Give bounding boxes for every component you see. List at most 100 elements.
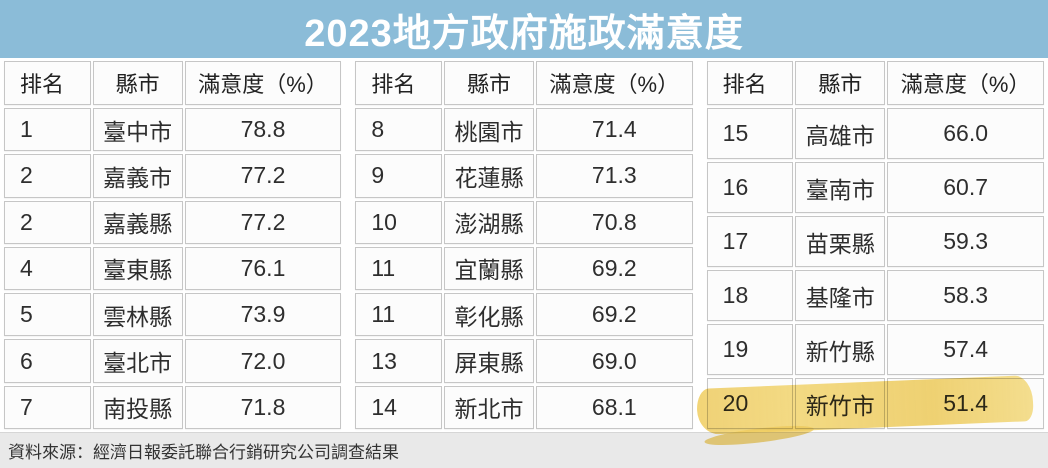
rank-cell: 15	[706, 108, 794, 159]
title-bar: 2023地方政府施政滿意度	[0, 0, 1048, 58]
city-cell: 臺北市	[92, 339, 183, 383]
header-row: 排名 縣市 滿意度（%）	[4, 61, 342, 105]
col-header-rank: 排名	[706, 61, 794, 105]
score-cell: 78.8	[184, 108, 342, 152]
table-row: 19 新竹縣 57.4	[706, 324, 1044, 375]
table-row: 11 宜蘭縣 69.2	[355, 246, 693, 291]
table-row-highlighted: 20 新竹市 51.4	[706, 378, 1044, 429]
score-cell: 70.8	[535, 200, 693, 244]
rank-cell: 8	[355, 108, 442, 152]
city-cell: 花蓮縣	[443, 154, 534, 198]
score-cell: 72.0	[184, 339, 342, 383]
city-cell: 新北市	[443, 385, 534, 429]
col-header-score: 滿意度（%）	[184, 61, 342, 105]
city-cell: 彰化縣	[443, 293, 534, 337]
score-cell: 73.9	[184, 293, 342, 337]
table-row: 11 彰化縣 69.2	[355, 293, 693, 337]
col-header-city: 縣市	[92, 61, 183, 105]
table-row: 8 桃園市 71.4	[355, 108, 693, 152]
col-header-score: 滿意度（%）	[535, 61, 693, 105]
score-cell: 68.1	[535, 385, 693, 429]
table-row: 2 嘉義縣 77.2	[4, 200, 342, 244]
city-cell: 苗栗縣	[795, 216, 886, 267]
city-cell: 桃園市	[443, 108, 534, 152]
col-header-city: 縣市	[443, 61, 534, 105]
table-row: 15 高雄市 66.0	[706, 108, 1044, 159]
table-row: 4 臺東縣 76.1	[4, 246, 342, 291]
score-cell: 59.3	[887, 216, 1044, 267]
rank-cell: 18	[706, 270, 794, 321]
table-row: 13 屏東縣 69.0	[355, 339, 693, 383]
city-cell: 宜蘭縣	[443, 246, 534, 291]
ranking-table-group-3: 排名 縣市 滿意度（%） 15 高雄市 66.0 16 臺南市 60.7 17	[695, 58, 1046, 436]
rank-cell: 16	[706, 162, 794, 213]
score-cell: 60.7	[887, 162, 1044, 213]
source-bar: 資料來源：經濟日報委託聯合行銷研究公司調查結果	[0, 432, 1048, 468]
score-cell: 69.0	[535, 339, 693, 383]
table-row: 7 南投縣 71.8	[4, 385, 342, 429]
rank-cell: 9	[355, 154, 442, 198]
city-cell: 新竹縣	[795, 324, 886, 375]
rank-cell: 14	[355, 385, 442, 429]
rank-cell: 2	[4, 154, 91, 198]
table-row: 6 臺北市 72.0	[4, 339, 342, 383]
score-cell: 58.3	[887, 270, 1044, 321]
rank-cell: 7	[4, 385, 91, 429]
score-cell: 77.2	[184, 200, 342, 244]
ranking-table-2: 排名 縣市 滿意度（%） 8 桃園市 71.4 9 花蓮縣 71.3 10	[353, 58, 694, 432]
city-cell: 屏東縣	[443, 339, 534, 383]
table-row: 18 基隆市 58.3	[706, 270, 1044, 321]
city-cell: 臺中市	[92, 108, 183, 152]
rank-cell: 6	[4, 339, 91, 383]
col-header-city: 縣市	[795, 61, 886, 105]
rank-cell: 19	[706, 324, 794, 375]
table-row: 14 新北市 68.1	[355, 385, 693, 429]
score-cell: 51.4	[887, 378, 1044, 429]
rank-cell: 1	[4, 108, 91, 152]
city-cell: 澎湖縣	[443, 200, 534, 244]
city-cell: 臺南市	[795, 162, 886, 213]
table-row: 2 嘉義市 77.2	[4, 154, 342, 198]
city-cell: 雲林縣	[92, 293, 183, 337]
score-cell: 69.2	[535, 293, 693, 337]
score-cell: 71.8	[184, 385, 342, 429]
rank-cell: 4	[4, 246, 91, 291]
header-row: 排名 縣市 滿意度（%）	[355, 61, 693, 105]
score-cell: 57.4	[887, 324, 1044, 375]
city-cell: 南投縣	[92, 385, 183, 429]
rank-cell: 2	[4, 200, 91, 244]
source-note: 資料來源：經濟日報委託聯合行銷研究公司調查結果	[8, 443, 399, 462]
table-row: 5 雲林縣 73.9	[4, 293, 342, 337]
col-header-rank: 排名	[355, 61, 442, 105]
score-cell: 71.4	[535, 108, 693, 152]
table-row: 10 澎湖縣 70.8	[355, 200, 693, 244]
score-cell: 77.2	[184, 154, 342, 198]
ranking-table-group-2: 排名 縣市 滿意度（%） 8 桃園市 71.4 9 花蓮縣 71.3 10	[353, 58, 694, 432]
rank-cell: 13	[355, 339, 442, 383]
ranking-table-3: 排名 縣市 滿意度（%） 15 高雄市 66.0 16 臺南市 60.7 17	[705, 58, 1046, 432]
city-cell: 高雄市	[795, 108, 886, 159]
city-cell: 新竹市	[795, 378, 886, 429]
table-row: 1 臺中市 78.8	[4, 108, 342, 152]
city-cell: 嘉義縣	[92, 200, 183, 244]
rank-cell: 11	[355, 246, 442, 291]
score-cell: 76.1	[184, 246, 342, 291]
city-cell: 基隆市	[795, 270, 886, 321]
header-row: 排名 縣市 滿意度（%）	[706, 61, 1044, 105]
rank-cell: 11	[355, 293, 442, 337]
table-row: 9 花蓮縣 71.3	[355, 154, 693, 198]
col-header-score: 滿意度（%）	[887, 61, 1044, 105]
city-cell: 臺東縣	[92, 246, 183, 291]
score-cell: 66.0	[887, 108, 1044, 159]
score-cell: 71.3	[535, 154, 693, 198]
rank-cell: 5	[4, 293, 91, 337]
city-cell: 嘉義市	[92, 154, 183, 198]
ranking-table-group-1: 排名 縣市 滿意度（%） 1 臺中市 78.8 2 嘉義市 77.2 2	[2, 58, 343, 432]
ranking-table-1: 排名 縣市 滿意度（%） 1 臺中市 78.8 2 嘉義市 77.2 2	[2, 58, 343, 432]
score-cell: 69.2	[535, 246, 693, 291]
page-title: 2023地方政府施政滿意度	[304, 12, 744, 55]
table-row: 16 臺南市 60.7	[706, 162, 1044, 213]
table-row: 17 苗栗縣 59.3	[706, 216, 1044, 267]
rank-cell: 20	[706, 378, 794, 429]
ranking-tables: 排名 縣市 滿意度（%） 1 臺中市 78.8 2 嘉義市 77.2 2	[0, 58, 1048, 436]
